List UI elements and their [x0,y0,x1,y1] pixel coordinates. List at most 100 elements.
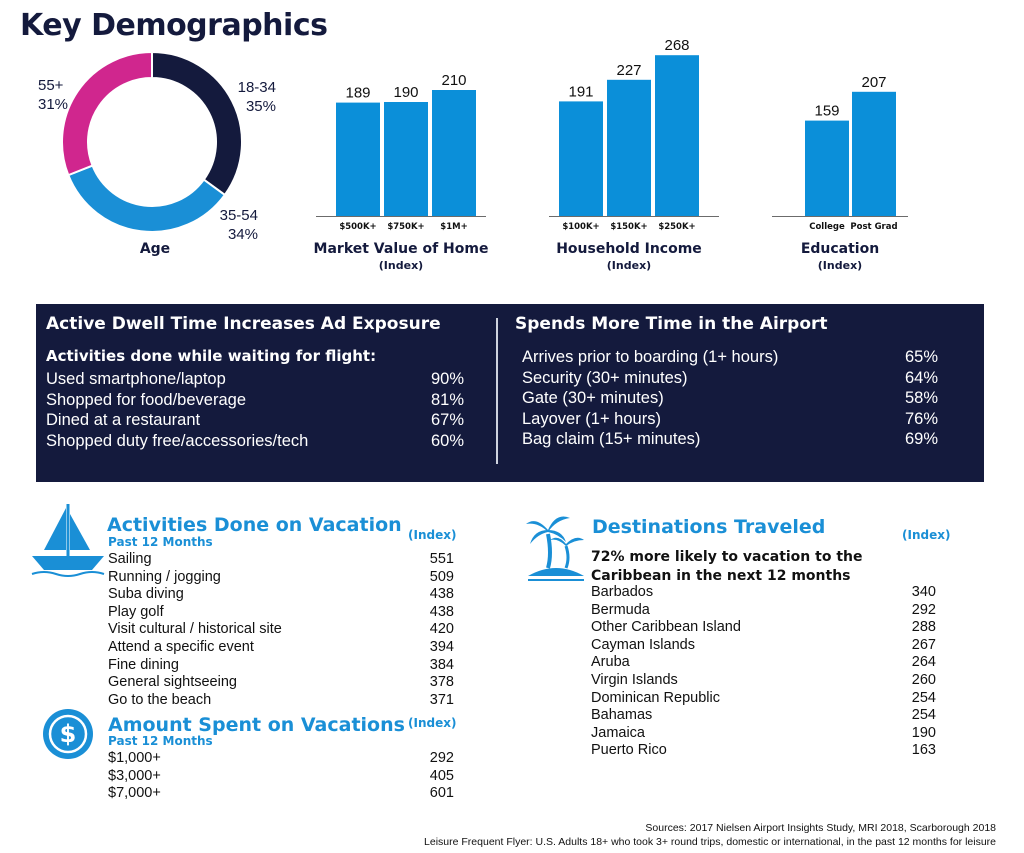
vacation-activity-row: Fine dining 384 [108,657,454,675]
destination-value: 254 [911,707,936,724]
callout-line-2: Caribbean in the next 12 months [591,568,851,584]
vacation-activity-value: 394 [429,639,454,655]
dwell-activity-row: Shopped for food/beverage 81% [46,390,464,411]
destination-label: Virgin Islands [591,672,678,688]
dwell-activity-value: 90% [430,370,464,388]
bar-value-label: 227 [616,62,641,79]
vacation-activities-subtitle: Past 12 Months [108,535,213,549]
destination-label: Jamaica [591,724,645,741]
destination-row: Cayman Islands 267 [591,637,936,655]
airport-time-row: Arrives prior to boarding (1+ hours) 65% [522,347,938,368]
destination-row: Jamaica 190 [591,725,936,743]
vacation-activity-row: Play golf 438 [108,604,454,622]
airport-time-label: Layover (1+ hours) [522,409,661,428]
market-value-chart-subtitle: (Index) [378,259,424,272]
age-value-18-34: 35% [245,98,276,115]
airport-dwell-panel [36,304,984,482]
bar-category-label: $750K+ [387,222,424,232]
amount-spent-row: $1,000+ 292 [108,750,454,768]
amount-spent-label: $1,000+ [108,750,161,766]
vacation-activity-label: Visit cultural / historical site [108,621,282,638]
vacation-activity-value: 384 [429,656,454,673]
bar-$500K+ [336,102,380,216]
vacation-activity-row: General sightseeing 378 [108,674,454,692]
vacation-activity-value: 438 [429,603,454,620]
bar-category-label: $1M+ [440,222,467,232]
dwell-activity-value: 60% [430,431,464,450]
age-label-18-34: 18-34 35% [236,78,276,116]
destination-value: 190 [911,724,936,741]
destination-row: Dominican Republic 254 [591,690,936,708]
dwell-activity-value: 67% [430,411,464,430]
vacation-activity-value: 551 [429,551,454,567]
destination-row: Puerto Rico 163 [591,742,936,760]
footer-definition: Leisure Frequent Flyer: U.S. Adults 18+ … [424,836,996,848]
age-label-55-plus: 55+ 31% [38,76,78,114]
age-category-18-34: 18-34 [237,79,276,96]
airport-time-heading: Spends More Time in the Airport [515,314,828,334]
dollar-coin-icon: $ [43,709,93,759]
airport-time-row: Gate (30+ minutes) 58% [522,388,938,409]
education-bar-chart: 159 College 207 Post Grad [772,74,908,232]
airport-time-value: 64% [904,368,938,387]
amount-spent-label: $7,000+ [108,785,161,802]
dwell-activity-label: Used smartphone/laptop [46,370,226,388]
vacation-activity-label: Attend a specific event [108,639,254,655]
bar-category-label: $250K+ [658,222,695,232]
household-income-bar-chart: 191 $100K+ 227 $150K+ 268 $250K+ [549,37,719,232]
amount-spent-row: $3,000+ 405 [108,768,454,786]
bar-value-label: 159 [814,103,839,120]
vacation-activity-row: Go to the beach 371 [108,692,454,710]
airport-time-label: Gate (30+ minutes) [522,389,664,408]
amount-spent-index-label: (Index) [408,716,457,730]
age-category-55-plus: 55+ [38,77,64,94]
vacation-activity-label: General sightseeing [108,674,237,691]
destination-value: 163 [911,742,936,759]
destination-value: 254 [911,689,936,706]
vacation-index-label: (Index) [408,528,457,542]
amount-spent-value: 292 [429,750,454,766]
bar-category-label: Post Grad [850,222,897,232]
dwell-subheading: Activities done while waiting for flight… [46,347,377,365]
age-value-35-54: 34% [227,226,258,243]
bar-$150K+ [607,79,651,216]
footer-sources: Sources: 2017 Nielsen Airport Insights S… [645,822,996,834]
airport-time-row: Bag claim (15+ minutes) 69% [522,429,938,450]
destination-label: Puerto Rico [591,742,667,759]
market-value-bar-chart: 189 $500K+ 190 $750K+ 210 $1M+ [316,72,486,232]
dwell-activity-label: Shopped for food/beverage [46,390,246,409]
vacation-activity-row: Running / jogging 509 [108,569,454,587]
vacation-activities-title: Activities Done on Vacation [107,514,402,536]
bar-College [805,120,849,216]
vacation-activity-value: 420 [429,621,454,638]
age-donut-chart [61,50,243,233]
amount-spent-subtitle: Past 12 Months [108,734,213,748]
bar-$250K+ [655,55,699,217]
education-chart-subtitle: (Index) [817,259,863,272]
household-income-chart-title: Household Income [556,241,702,257]
bar-category-label: College [809,222,845,232]
destination-value: 267 [911,636,936,653]
airport-time-label: Security (30+ minutes) [522,368,688,387]
destination-row: Bermuda 292 [591,602,936,620]
destination-value: 292 [911,601,936,618]
education-chart-title: Education [800,241,880,257]
caribbean-callout: 72% more likely to vacation to the Carib… [591,548,862,586]
age-category-35-54: 35-54 [219,207,258,224]
palm-island-icon [526,516,584,581]
age-slice-35-54 [67,164,227,233]
age-value-55-plus: 31% [38,96,69,113]
destination-label: Bahamas [591,707,653,724]
bar-category-label: $100K+ [562,222,599,232]
age-chart-title: Age [139,241,171,257]
bar-value-label: 190 [393,84,418,101]
sailboat-icon [31,504,105,577]
destination-row: Barbados 340 [591,584,936,602]
destinations-title: Destinations Traveled [592,516,826,538]
vacation-activity-label: Suba diving [108,586,184,603]
bar-value-label: 268 [664,37,689,54]
bar-$750K+ [384,102,428,216]
vacation-activity-value: 378 [429,674,454,691]
vacation-activity-label: Play golf [108,603,164,620]
bar-category-label: $500K+ [339,222,376,232]
